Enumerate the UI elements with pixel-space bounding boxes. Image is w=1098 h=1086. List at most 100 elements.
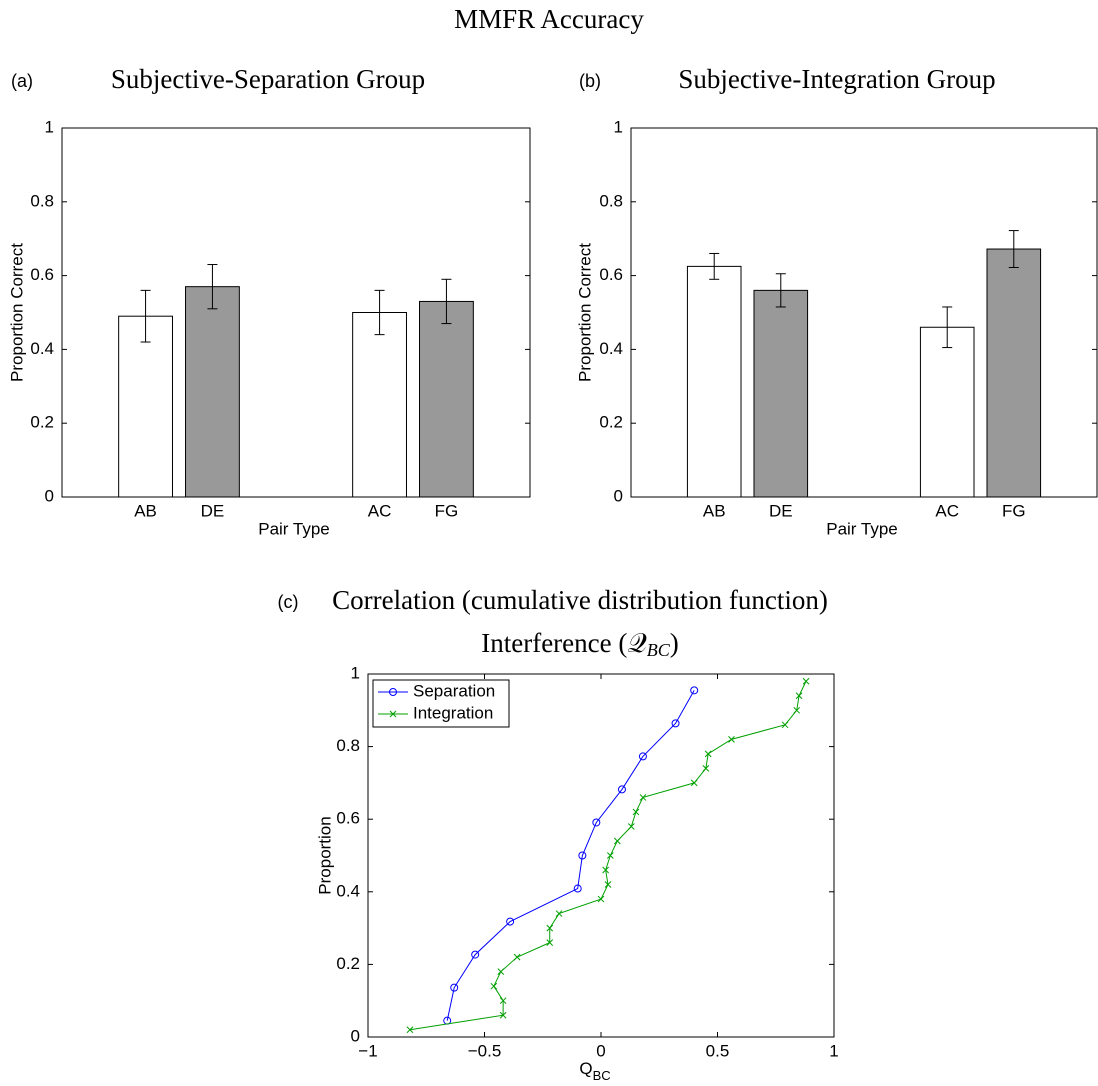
y-tick-label: 1 <box>614 117 623 136</box>
y-tick-label: 1 <box>45 117 54 136</box>
y-tick-label: 0 <box>351 1026 360 1045</box>
series-line <box>446 690 695 1021</box>
figure-title: MMFR Accuracy <box>454 4 644 34</box>
bar <box>986 248 1042 498</box>
marker <box>604 881 612 888</box>
panel-label: (b) <box>579 71 601 91</box>
bar <box>686 265 742 498</box>
bar <box>352 312 407 498</box>
chart-title: Subjective-Integration Group <box>678 64 995 94</box>
plot-frame <box>61 127 531 498</box>
marker <box>499 997 507 1005</box>
marker <box>546 924 554 932</box>
x-tick-label: −0.5 <box>468 1041 502 1060</box>
marker <box>506 917 515 926</box>
plot-frame <box>630 127 1098 498</box>
y-tick-label: 0.8 <box>599 191 623 210</box>
marker <box>627 823 635 830</box>
marker <box>592 818 601 827</box>
y-tick-label: 0.2 <box>30 413 54 432</box>
marker <box>450 983 459 992</box>
x-tick-label: 0 <box>596 1041 605 1060</box>
series-line <box>409 681 807 1031</box>
y-tick-label: 0.6 <box>30 265 54 284</box>
x-tick-label: AC <box>368 501 392 520</box>
y-tick-label: 0.6 <box>599 265 623 284</box>
y-tick-label: 0.2 <box>599 413 623 432</box>
panel-label: (c) <box>278 592 299 612</box>
marker <box>555 910 563 917</box>
bar <box>753 289 809 498</box>
marker <box>802 677 810 685</box>
marker <box>638 752 647 761</box>
y-tick-label: 0.6 <box>336 809 360 828</box>
legend-label: Integration <box>413 703 493 722</box>
x-axis-label: Pair Type <box>258 519 330 538</box>
y-tick-label: 0.4 <box>599 339 623 358</box>
x-label-sub: BC <box>593 1068 611 1083</box>
x-tick-label: 1 <box>829 1041 838 1060</box>
marker <box>781 721 789 729</box>
marker <box>602 866 610 874</box>
marker <box>728 735 735 743</box>
marker <box>497 968 505 976</box>
marker <box>639 794 647 801</box>
marker <box>406 1026 414 1034</box>
y-tick-label: 0.4 <box>336 881 360 900</box>
panel-label: (a) <box>11 71 33 91</box>
marker <box>606 852 614 859</box>
x-tick-label: 0.5 <box>706 1041 730 1060</box>
y-tick-label: 0.2 <box>336 954 360 973</box>
x-axis-label: Pair Type <box>826 519 898 538</box>
x-tick-label: FG <box>435 501 459 520</box>
marker <box>471 950 480 959</box>
plot-frame <box>367 673 835 1038</box>
marker <box>704 750 712 758</box>
y-axis-label: Proportion <box>315 816 334 894</box>
marker <box>671 719 680 728</box>
x-axis-label: QBC <box>579 1059 610 1083</box>
chart-subtitle: Interference (𝒬BC) <box>481 628 679 660</box>
bar <box>118 315 173 498</box>
x-tick-label: FG <box>1002 501 1026 520</box>
marker <box>795 692 803 700</box>
y-tick-label: 0 <box>614 486 623 505</box>
y-tick-label: 0.8 <box>30 191 54 210</box>
marker <box>702 765 710 772</box>
marker <box>793 706 801 714</box>
marker <box>690 686 699 695</box>
y-tick-label: 0.4 <box>30 339 54 358</box>
subtitle-end: ) <box>670 628 679 658</box>
subtitle-text: Interference (𝒬 <box>481 628 647 658</box>
legend-marker <box>389 688 397 696</box>
marker <box>613 837 621 845</box>
marker <box>573 884 582 893</box>
legend-box <box>372 679 510 728</box>
bar <box>419 300 474 498</box>
y-axis-label: Proportion Correct <box>575 243 594 382</box>
x-tick-label: AC <box>935 501 959 520</box>
x-tick-label: DE <box>769 501 793 520</box>
marker <box>632 808 640 816</box>
legend-label: Separation <box>413 681 495 700</box>
marker <box>617 785 626 794</box>
marker <box>513 953 521 961</box>
bar <box>185 286 240 498</box>
marker <box>597 895 605 903</box>
x-tick-label: DE <box>201 501 225 520</box>
x-tick-label: AB <box>134 501 157 520</box>
marker <box>490 982 498 990</box>
marker <box>546 939 554 946</box>
y-axis-label: Proportion Correct <box>7 243 26 382</box>
y-tick-label: 0 <box>45 486 54 505</box>
x-label-text: Q <box>579 1059 592 1078</box>
legend-marker <box>389 710 397 718</box>
marker <box>690 779 698 787</box>
x-tick-label: −1 <box>358 1041 377 1060</box>
chart-title: Subjective-Separation Group <box>111 64 425 94</box>
chart-title: Correlation (cumulative distribution fun… <box>332 585 828 615</box>
y-tick-label: 1 <box>351 663 360 682</box>
y-tick-label: 0.8 <box>336 736 360 755</box>
x-tick-label: AB <box>703 501 726 520</box>
